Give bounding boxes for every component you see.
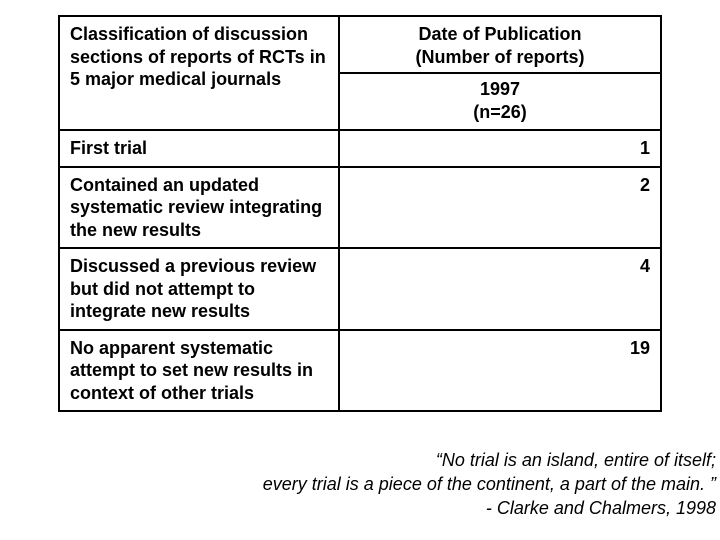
quote-attribution: - Clarke and Chalmers, 1998 xyxy=(0,496,716,520)
header-right: Date of Publication (Number of reports) xyxy=(339,16,661,73)
row-value-0: 1 xyxy=(339,130,661,167)
row-label-1: Contained an updated systematic review i… xyxy=(59,167,339,249)
quote-line-2: every trial is a piece of the continent,… xyxy=(0,472,716,496)
year-n: (n=26) xyxy=(473,102,527,122)
row-label-2: Discussed a previous review but did not … xyxy=(59,248,339,330)
quote-line-1: “No trial is an island, entire of itself… xyxy=(0,448,716,472)
row-label-3: No apparent systematic attempt to set ne… xyxy=(59,330,339,412)
header-year: 1997 (n=26) xyxy=(339,73,661,130)
header-right-sub: (Number of reports) xyxy=(415,47,584,67)
row-value-3: 19 xyxy=(339,330,661,412)
row-value-2: 4 xyxy=(339,248,661,330)
classification-table: Classification of discussion sections of… xyxy=(58,15,662,412)
row-value-1: 2 xyxy=(339,167,661,249)
header-right-title: Date of Publication xyxy=(418,24,581,44)
table: Classification of discussion sections of… xyxy=(58,15,662,412)
year-value: 1997 xyxy=(480,79,520,99)
row-label-0: First trial xyxy=(59,130,339,167)
header-left: Classification of discussion sections of… xyxy=(59,16,339,130)
